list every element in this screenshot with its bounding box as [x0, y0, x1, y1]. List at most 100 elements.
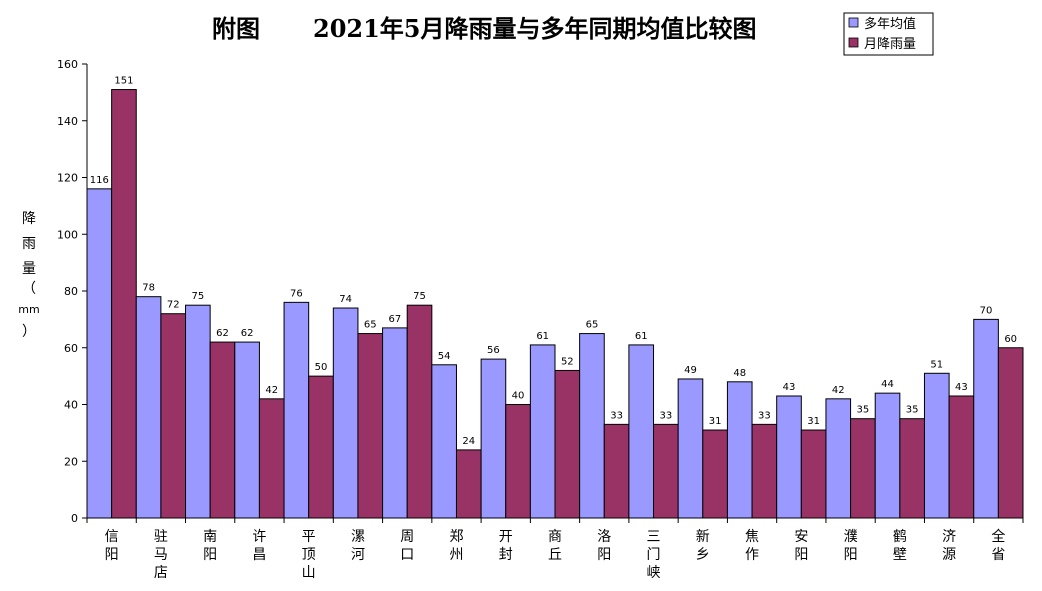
bar — [529, 344, 556, 519]
bar — [603, 423, 630, 519]
bar — [776, 395, 802, 519]
bar — [874, 392, 901, 519]
bar-value-label: 40 — [512, 391, 525, 402]
bar — [948, 395, 975, 519]
bar-value-label: 65 — [586, 320, 599, 331]
bar — [653, 423, 679, 519]
bar — [800, 429, 827, 519]
bar-value-label: 42 — [832, 385, 845, 396]
bar-value-label: 56 — [487, 345, 500, 356]
bar — [923, 372, 950, 519]
bar-value-label: 50 — [315, 362, 328, 373]
bar — [480, 358, 507, 519]
bar-value-label: 70 — [980, 305, 993, 316]
bar-value-label: 24 — [462, 436, 475, 447]
bar — [406, 304, 433, 519]
x-tick-label: 济源 — [942, 529, 956, 563]
x-tick-label: 许昌 — [252, 529, 266, 563]
bar — [554, 369, 581, 519]
bar — [135, 296, 162, 519]
bar-value-label: 33 — [659, 410, 672, 421]
bar — [332, 307, 359, 519]
bar-value-label: 43 — [783, 382, 796, 393]
bar-value-label: 35 — [857, 405, 870, 416]
bar — [357, 333, 384, 519]
bar-value-label: 74 — [339, 294, 352, 305]
x-tick-label: 驻马店 — [154, 529, 168, 581]
bar — [505, 404, 531, 519]
bar-value-label: 52 — [561, 356, 574, 367]
x-tick-label: 郑州 — [449, 529, 463, 563]
chart-title-prefix: 附图 — [212, 14, 260, 43]
legend-swatch-rain — [848, 37, 859, 48]
bar — [751, 423, 778, 519]
bar — [579, 333, 605, 519]
bar-value-label: 75 — [191, 291, 204, 302]
bar-value-label: 33 — [610, 410, 623, 421]
x-tick-label: 开封 — [499, 529, 513, 563]
y-tick-label: 160 — [57, 58, 78, 71]
bar-value-label: 61 — [536, 331, 549, 342]
bar — [455, 449, 482, 519]
y-tick-label: 100 — [57, 228, 78, 241]
legend-swatch-mean — [848, 17, 859, 28]
bar-value-label: 72 — [167, 300, 180, 311]
bar-value-label: 151 — [114, 76, 133, 87]
bar — [899, 418, 925, 519]
bar-value-label: 44 — [881, 379, 894, 390]
y-tick-label: 60 — [64, 342, 78, 355]
bar-value-label: 31 — [807, 416, 820, 427]
x-tick-label: 鹤壁 — [893, 529, 907, 563]
bar-value-label: 61 — [635, 331, 648, 342]
bar-value-label: 51 — [930, 359, 943, 370]
y-tick-label: 40 — [64, 399, 78, 412]
bar-value-label: 43 — [955, 382, 968, 393]
bar — [702, 429, 728, 519]
y-axis-label-text: 降雨量（ mm） — [18, 211, 39, 340]
y-tick-label: 80 — [64, 285, 78, 298]
bar-value-label: 78 — [142, 283, 155, 294]
bar-value-label: 42 — [265, 385, 278, 396]
x-tick-label: 漯河 — [351, 529, 365, 563]
x-tick-label: 信阳 — [105, 529, 119, 563]
bar — [431, 364, 457, 519]
x-tick-label: 安阳 — [794, 529, 808, 563]
x-tick-label: 周口 — [400, 529, 414, 563]
bar — [185, 304, 211, 519]
x-tick-label: 南阳 — [203, 529, 217, 563]
bar-value-label: 49 — [684, 365, 697, 376]
bar — [825, 398, 852, 519]
bar — [283, 301, 310, 519]
y-tick-label: 140 — [57, 115, 78, 128]
bar — [86, 188, 113, 519]
bar — [209, 341, 236, 519]
bar — [850, 418, 876, 519]
legend-box — [843, 12, 934, 56]
bar-value-label: 75 — [413, 291, 426, 302]
bar — [997, 347, 1024, 519]
bar-value-label: 62 — [216, 328, 229, 339]
bar-value-label: 48 — [733, 368, 746, 379]
x-tick-label: 焦作 — [745, 529, 759, 563]
x-tick-label: 平顶山 — [302, 529, 316, 581]
y-tick-label: 0 — [71, 512, 78, 525]
bar — [726, 381, 753, 519]
bar — [308, 375, 334, 519]
bar-value-label: 60 — [1004, 334, 1017, 345]
bar-value-label: 116 — [90, 175, 109, 186]
x-tick-label: 濮阳 — [844, 529, 858, 563]
legend-label-rain: 月降雨量 — [864, 37, 916, 52]
bar — [234, 341, 260, 519]
bar — [111, 89, 137, 519]
bar-value-label: 65 — [364, 320, 377, 331]
x-tick-label: 全省 — [991, 528, 1005, 563]
x-tick-label: 新乡 — [696, 529, 710, 563]
bar — [258, 398, 285, 519]
x-tick-label: 商丘 — [548, 529, 562, 563]
y-tick-label: 20 — [64, 455, 78, 468]
chart-title: 2021年5月降雨量与多年同期均值比较图 — [313, 14, 757, 43]
bar-value-label: 62 — [241, 328, 254, 339]
bar — [973, 318, 999, 519]
bar — [160, 313, 187, 519]
y-tick-label: 120 — [57, 172, 78, 185]
